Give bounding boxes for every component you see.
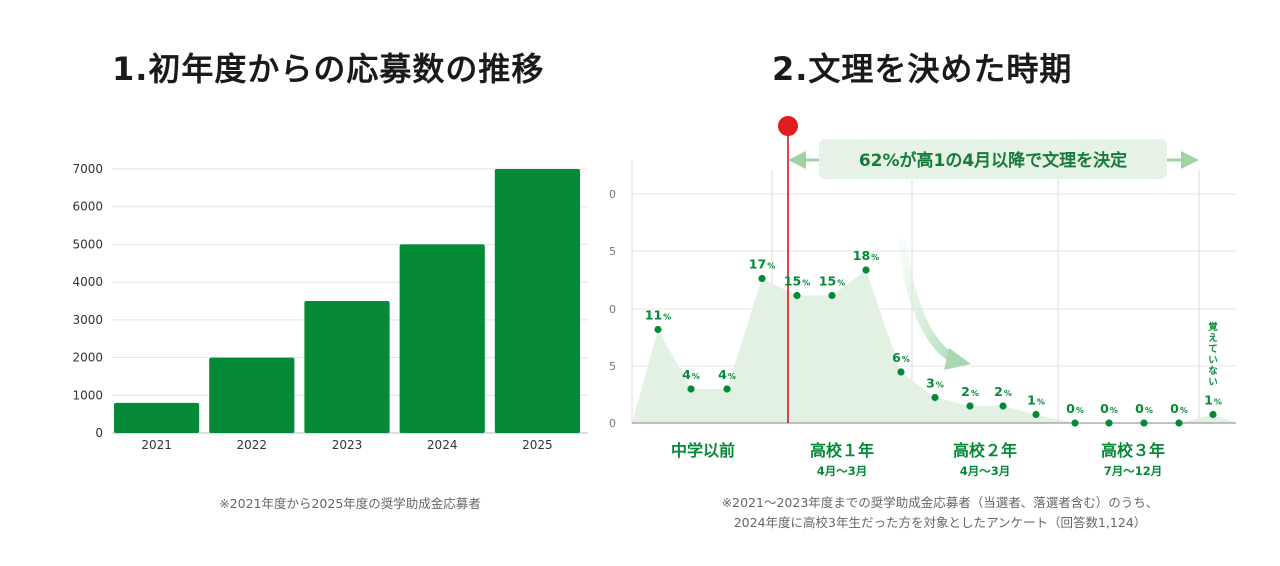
data-label: 2%	[994, 384, 1012, 399]
group-label: 中学以前	[671, 441, 735, 460]
banner-text: 62%が高1の4月以降で文理を決定	[859, 150, 1127, 171]
y-tick-label: 7000	[72, 162, 103, 176]
banner-box	[819, 139, 1167, 179]
y-tick-label: 1000	[72, 388, 103, 402]
data-label: 1%	[1027, 393, 1045, 408]
data-label: 17%	[749, 257, 775, 272]
group-label: 高校３年	[1101, 441, 1165, 460]
data-point	[897, 368, 905, 376]
data-label: 2%	[961, 384, 979, 399]
y-tick-label: 0	[609, 188, 616, 201]
data-point	[966, 402, 974, 410]
data-point	[999, 402, 1007, 410]
data-point	[654, 325, 662, 334]
data-label: 1%	[1204, 393, 1222, 408]
banner-arrow-left	[788, 151, 806, 169]
chart2-footnote-line1: ※2021～2023年度までの奨学助成金応募者（当選者、落選者含む）のうち、	[721, 495, 1159, 510]
data-point	[1032, 410, 1040, 419]
bar	[304, 301, 390, 433]
group-label: 高校１年	[810, 441, 874, 460]
data-label: 18%	[853, 248, 879, 263]
group-sublabel: 4月～3月	[817, 464, 868, 478]
y-tick-label: 5000	[72, 237, 103, 251]
y-tick-label: 5	[609, 360, 616, 373]
data-point	[758, 274, 766, 283]
x-tick-label: 2024	[427, 438, 458, 452]
y-tick-label: 6000	[72, 200, 103, 214]
y-tick-label: 0	[609, 417, 616, 430]
y-tick-label: 2000	[72, 351, 103, 365]
data-label: 0%	[1100, 401, 1118, 416]
chart2-title: 2.文理を決めた時期	[772, 50, 1073, 88]
y-tick-label: 0	[609, 303, 616, 316]
data-point	[687, 385, 695, 393]
data-label: 15%	[784, 274, 810, 289]
banner-arrow-right	[1181, 151, 1199, 169]
data-label: 6%	[892, 350, 910, 365]
y-tick-label: 3000	[72, 313, 103, 327]
data-point	[793, 291, 801, 300]
chart2-footnote-line2: 2024年度に高校3年生だった方を対象としたアンケート（回答数1,124）	[733, 515, 1147, 530]
bar	[209, 357, 295, 433]
x-tick-label: 2025	[522, 438, 553, 452]
chart1-footnote: ※2021年度から2025年度の奨学助成金応募者	[219, 496, 481, 511]
chart1-title: 1.初年度からの応募数の推移	[112, 50, 545, 88]
data-point	[1140, 419, 1148, 427]
data-label: 4%	[682, 367, 700, 382]
data-point	[931, 393, 939, 402]
data-label: 11%	[645, 308, 671, 323]
data-point	[1071, 419, 1079, 427]
group-label: 高校２年	[953, 441, 1017, 460]
data-label: 3%	[926, 376, 944, 391]
bar	[399, 244, 485, 433]
data-label: 0%	[1170, 401, 1188, 416]
data-label: 0%	[1135, 401, 1153, 416]
data-point	[828, 291, 836, 300]
trend-arrow	[897, 238, 957, 363]
y-tick-label: 4000	[72, 275, 103, 289]
marker-dot	[778, 116, 798, 136]
bar	[494, 169, 580, 433]
group-sublabel: 4月～3月	[960, 464, 1011, 478]
y-tick-label: 5	[609, 245, 616, 258]
last-point-note: 覚えていない	[1207, 321, 1218, 388]
data-label: 4%	[718, 367, 736, 382]
x-tick-label: 2022	[237, 438, 268, 452]
x-tick-label: 2023	[332, 438, 363, 452]
data-label: 15%	[819, 274, 845, 289]
data-label: 0%	[1066, 401, 1084, 416]
data-point	[862, 266, 870, 274]
data-point	[723, 385, 731, 393]
data-point	[1105, 419, 1113, 427]
group-sublabel: 7月～12月	[1104, 464, 1163, 478]
x-tick-label: 2021	[141, 438, 172, 452]
area-fill	[632, 270, 1236, 423]
trend-arrow-head	[944, 348, 971, 370]
bar-chart: 0 1000 2000 3000 4000 5000 6000 7000 2021 2022 202…	[72, 162, 588, 452]
data-point	[1175, 419, 1183, 427]
y-tick-label: 0	[95, 426, 103, 440]
chart2-footnote: ※2021～2023年度までの奨学助成金応募者（当選者、落選者含む）のうち、 2…	[630, 493, 1250, 533]
bar	[114, 402, 200, 433]
data-point	[1209, 410, 1217, 419]
